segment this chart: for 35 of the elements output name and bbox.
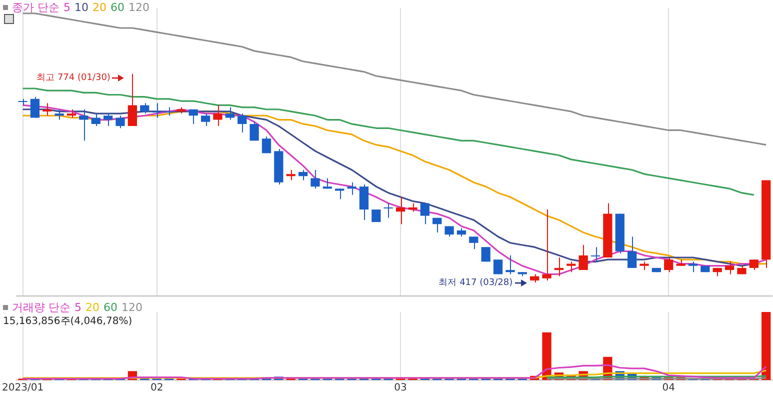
candlestick [310, 169, 320, 190]
candlestick [444, 226, 454, 238]
candlestick [250, 121, 259, 142]
candlestick [152, 102, 162, 118]
text: 10 [74, 1, 88, 14]
text: 5 [64, 1, 70, 14]
series-label: 120 [128, 1, 150, 14]
legend-title: 거래량 단순 [12, 301, 70, 314]
text: 60 [110, 1, 124, 14]
x-tick-label: 04 [662, 382, 675, 394]
candlestick [79, 108, 88, 142]
legend-title: 종가 단순 [12, 1, 60, 14]
annotation: 최저 417 (03/28) [438, 278, 513, 288]
bar [762, 312, 771, 380]
x-tick-label: 2023/01 [2, 382, 44, 394]
candlestick [140, 102, 150, 114]
candlestick [469, 236, 478, 250]
candlestick [200, 113, 210, 127]
x-tick-label: 03 [394, 382, 407, 394]
candlestick [213, 104, 222, 127]
candlestick [116, 115, 125, 129]
candlestick [91, 113, 100, 127]
candlestick [542, 209, 552, 281]
text: 20 [92, 1, 106, 14]
text: 120 [122, 301, 142, 314]
x-tick-label: 02 [150, 382, 164, 394]
candlestick [603, 202, 612, 258]
candlestick [578, 244, 588, 271]
candlestick [103, 113, 113, 127]
candlestick [18, 98, 28, 106]
text: 20 [86, 301, 100, 314]
annotation: 최고 774 (01/30) [36, 73, 110, 84]
text: 60 [104, 301, 118, 314]
text: 5 [74, 301, 82, 314]
annotation: 15,163,856주(4,046,78%) [3, 315, 132, 328]
